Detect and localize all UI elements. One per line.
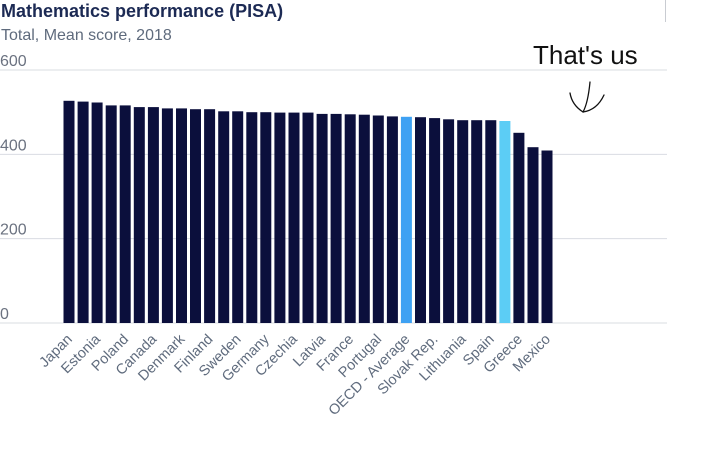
y-axis-labels: 0 200 400 600 (0, 53, 27, 323)
bar (513, 132, 525, 323)
bar (105, 105, 117, 324)
bar (541, 150, 553, 323)
bar (485, 120, 497, 323)
y-tick-label: 200 (0, 222, 27, 239)
bar (400, 116, 412, 323)
bar (91, 102, 103, 323)
annotation-check-mark (569, 81, 591, 113)
bar (288, 112, 300, 323)
bars (63, 100, 553, 324)
bar (232, 111, 244, 323)
bar (386, 116, 398, 324)
chart-title: Mathematics performance (PISA) (1, 1, 284, 21)
bar (190, 109, 201, 323)
bar (63, 100, 75, 323)
annotation-smile-mark (582, 94, 605, 113)
bar (77, 101, 89, 323)
bar (204, 109, 216, 323)
bar (344, 114, 356, 323)
bar (443, 119, 455, 323)
bar (429, 118, 441, 323)
chart-subtitle: Total, Mean score, 2018 (1, 27, 172, 44)
y-tick-label: 0 (0, 306, 9, 323)
y-tick-label: 600 (0, 53, 27, 70)
bar (133, 107, 145, 323)
bar (147, 107, 159, 323)
bar (415, 117, 426, 323)
bar (161, 108, 173, 324)
annotation-text: That's us (533, 40, 638, 70)
x-axis-labels: JapanEstoniaPolandCanadaDenmarkFinlandSw… (37, 331, 554, 419)
bar (274, 112, 286, 323)
bar (372, 115, 384, 323)
bar (302, 112, 314, 323)
frame-edge (665, 0, 666, 22)
bar (218, 111, 230, 323)
bar (246, 112, 258, 323)
bar (457, 120, 469, 323)
bar (499, 121, 511, 323)
bar (119, 105, 131, 324)
bar (358, 114, 370, 323)
bar (471, 120, 483, 323)
bar (527, 147, 539, 323)
bar (330, 113, 342, 324)
y-tick-label: 400 (0, 137, 27, 154)
bar (260, 112, 272, 323)
bar (316, 113, 328, 324)
bar (176, 108, 187, 324)
